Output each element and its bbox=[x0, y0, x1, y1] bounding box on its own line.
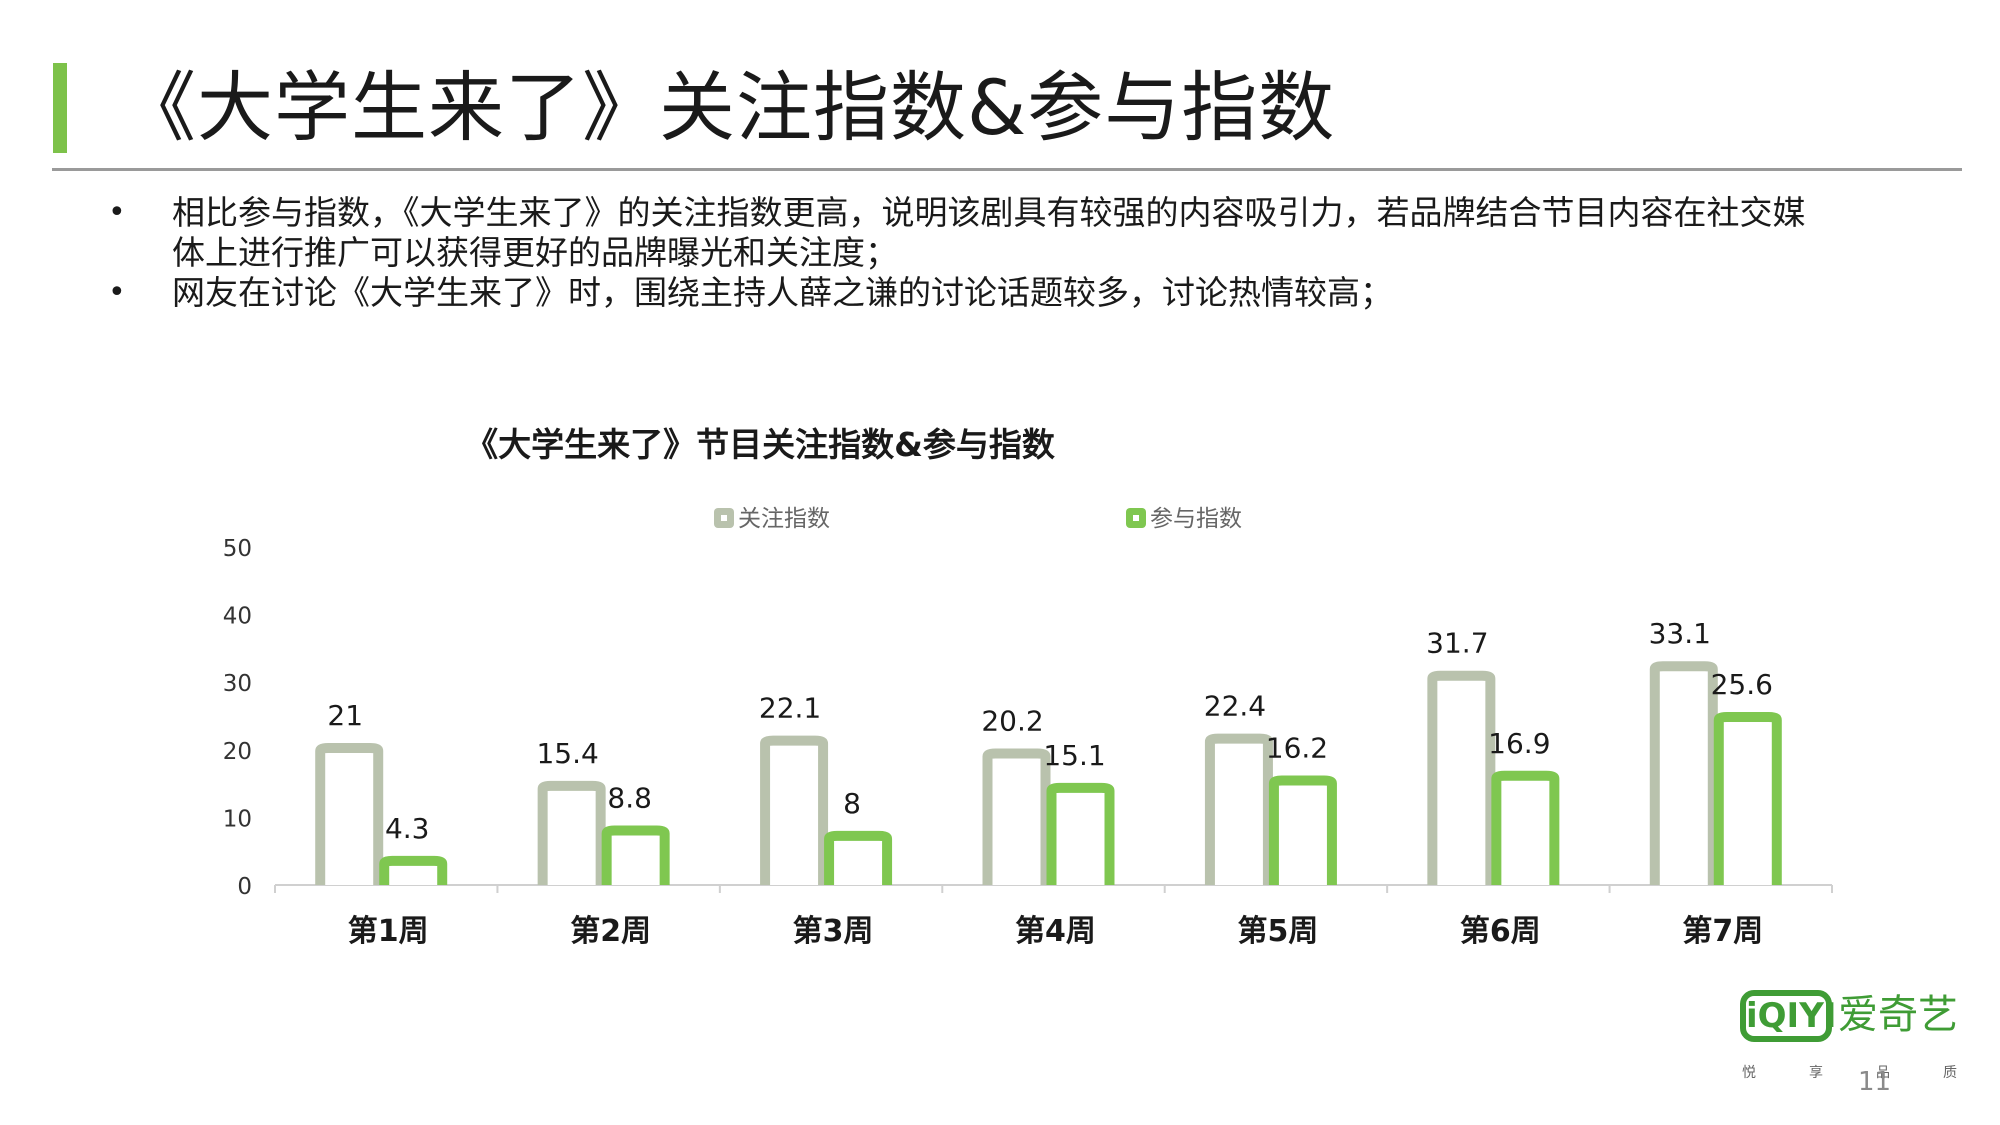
data-label: 16.2 bbox=[1266, 731, 1328, 764]
iqiyi-logo: iQIYI bbox=[1740, 990, 1836, 1042]
bar bbox=[601, 825, 670, 885]
bullet-text-1a: 相比参与指数，《大学生来了》的关注指数更高，说明该剧具有较强的内容吸引力，若品牌… bbox=[172, 193, 1806, 232]
data-label: 8.8 bbox=[607, 782, 652, 815]
slogan-char: 悦 bbox=[1742, 1065, 1756, 1081]
x-tick-label: 第2周 bbox=[570, 914, 651, 949]
slogan-char: 品 bbox=[1876, 1065, 1890, 1081]
y-tick-label: 10 bbox=[223, 806, 252, 832]
y-tick-label: 40 bbox=[223, 604, 252, 630]
x-axis-labels: 第1周 第2周 第3周 第4周 第5周 第6周 第7周 bbox=[348, 914, 1763, 949]
bar bbox=[1427, 670, 1496, 885]
bar bbox=[824, 830, 893, 885]
brand-block: iQIYI 爱奇艺 悦 享 品 质 bbox=[1740, 990, 1965, 1090]
bullet-dot: • bbox=[108, 275, 126, 310]
x-tick-label: 第1周 bbox=[348, 914, 429, 949]
y-tick-label: 0 bbox=[237, 874, 252, 900]
brand-slogan: 悦 享 品 质 bbox=[1742, 1062, 1957, 1082]
bullet-text-2: 网友在讨论《大学生来了》时，围绕主持人薛之谦的讨论话题较多，讨论热情较高； bbox=[172, 273, 1393, 312]
bar bbox=[1649, 661, 1718, 885]
legend-label: 关注指数 bbox=[738, 506, 830, 532]
x-tick-label: 第5周 bbox=[1237, 914, 1318, 949]
data-label: 16.9 bbox=[1488, 727, 1550, 760]
bullet-item: • 相比参与指数，《大学生来了》的关注指数更高，说明该剧具有较强的内容吸引力，若… bbox=[100, 193, 1880, 273]
title-accent-bar bbox=[53, 63, 67, 153]
bullet-text-1b: 体上进行推广可以获得更好的品牌曝光和关注度； bbox=[172, 233, 898, 272]
bar bbox=[982, 748, 1051, 885]
x-tick-label: 第7周 bbox=[1682, 914, 1763, 949]
data-label: 15.4 bbox=[536, 737, 598, 770]
bullet-list: • 相比参与指数，《大学生来了》的关注指数更高，说明该剧具有较强的内容吸引力，若… bbox=[100, 193, 1880, 313]
data-label: 22.1 bbox=[759, 692, 821, 725]
bars bbox=[315, 661, 1782, 885]
data-label: 31.7 bbox=[1426, 627, 1488, 660]
data-label: 21 bbox=[327, 699, 363, 732]
x-tick-label: 第6周 bbox=[1460, 914, 1541, 949]
y-axis: 0 10 20 30 40 50 bbox=[223, 536, 252, 900]
data-label: 8 bbox=[843, 787, 861, 820]
data-label: 25.6 bbox=[1711, 668, 1773, 701]
bar bbox=[537, 780, 606, 885]
bar bbox=[1204, 733, 1273, 885]
y-tick-label: 20 bbox=[223, 739, 252, 765]
bar bbox=[315, 743, 384, 885]
data-label: 22.4 bbox=[1204, 690, 1266, 723]
brand-name: 爱奇艺 bbox=[1838, 992, 1958, 1038]
legend-label: 参与指数 bbox=[1150, 506, 1242, 532]
bar bbox=[760, 735, 829, 885]
bullet-item: • 网友在讨论《大学生来了》时，围绕主持人薛之谦的讨论话题较多，讨论热情较高； bbox=[100, 273, 1880, 313]
legend-swatch-center bbox=[721, 515, 727, 521]
x-tick-label: 第3周 bbox=[793, 914, 874, 949]
x-tick-label: 第4周 bbox=[1015, 914, 1096, 949]
slide-title: 《大学生来了》关注指数&参与指数 bbox=[120, 63, 1336, 152]
title-divider bbox=[52, 168, 1962, 171]
bar bbox=[1268, 775, 1337, 885]
data-label: 15.1 bbox=[1043, 739, 1105, 772]
bar bbox=[1046, 782, 1115, 885]
bar bbox=[1491, 770, 1560, 885]
legend-swatch-center bbox=[1133, 515, 1139, 521]
data-labels: 21 4.3 15.4 8.8 22.1 8 20.215.1 22.416.2 31.7 16.… bbox=[327, 617, 1773, 845]
bar bbox=[1713, 711, 1782, 885]
data-label: 4.3 bbox=[385, 812, 430, 845]
chart-legend: 关注指数 参与指数 bbox=[714, 506, 1242, 532]
y-tick-label: 30 bbox=[223, 671, 252, 697]
data-label: 33.1 bbox=[1649, 617, 1711, 650]
data-label: 20.2 bbox=[981, 704, 1043, 737]
y-tick-label: 50 bbox=[223, 536, 252, 562]
slogan-char: 享 bbox=[1809, 1065, 1823, 1081]
bullet-dot: • bbox=[108, 195, 126, 230]
slogan-char: 质 bbox=[1943, 1065, 1957, 1081]
x-axis-ticks bbox=[274, 885, 1833, 893]
page-number: 11 bbox=[1858, 1067, 1892, 1097]
bar bbox=[379, 855, 448, 885]
chart-title: 《大学生来了》节目关注指数&参与指数 bbox=[465, 425, 1056, 464]
